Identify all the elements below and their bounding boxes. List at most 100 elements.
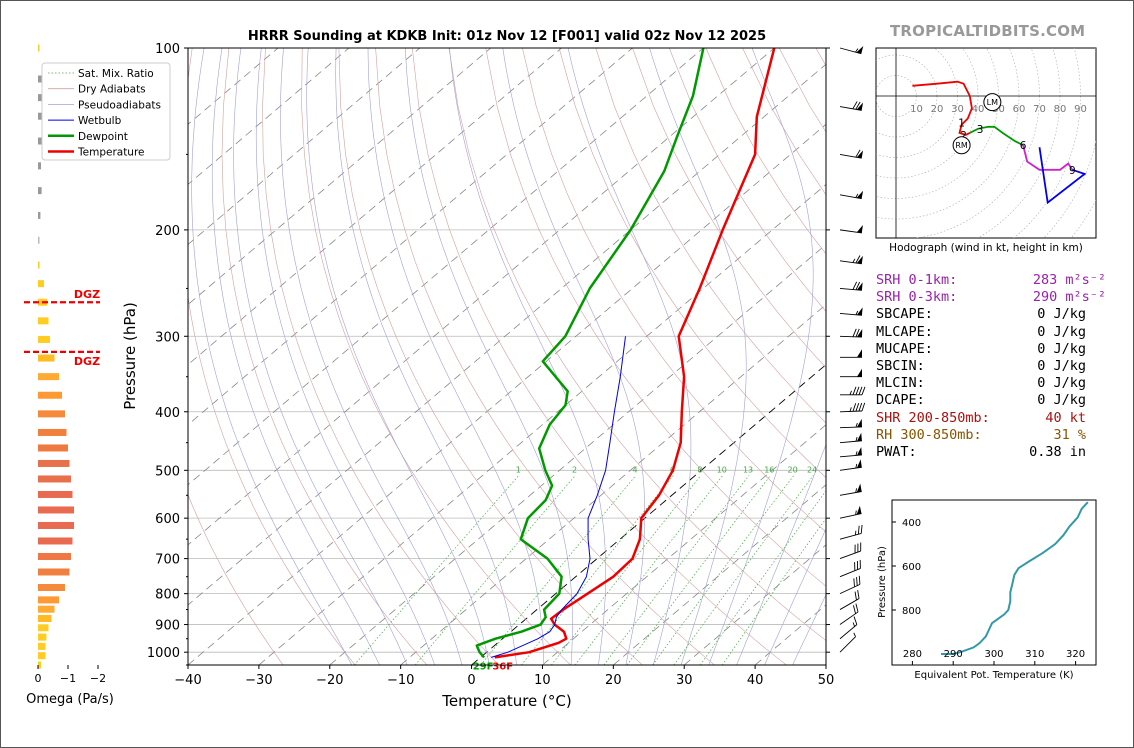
y-tick-label: 800	[155, 588, 180, 603]
theta-x-tick-label: 310	[1025, 649, 1044, 660]
mixing-ratio-line	[574, 475, 723, 665]
storm-motion-marker	[952, 136, 971, 155]
stat-label: MLCIN:	[876, 375, 925, 392]
omega-bar	[38, 537, 73, 545]
skewt-ylabel: Pressure (hPa)	[121, 302, 139, 410]
wind-barb	[839, 616, 858, 640]
omega-bar	[38, 236, 40, 244]
pseudoadiabat	[191, 48, 353, 665]
series-dewpoint-line	[475, 48, 705, 659]
skewt-plot-frame	[187, 47, 827, 666]
stat-label: MUCAPE:	[876, 340, 933, 357]
omega-tick-label: −1	[60, 672, 76, 685]
omega-bar	[38, 75, 42, 83]
pseudoadiabat	[335, 48, 517, 665]
y-tick-label: 600	[155, 512, 180, 527]
mixing-ratio-line	[414, 475, 576, 665]
stat-row: SRH 0-1km: 283 m²s⁻²	[876, 272, 1116, 289]
omega-bar	[38, 261, 40, 269]
stat-label: RH 300-850mb:	[876, 426, 982, 443]
omega-bar	[38, 552, 71, 560]
theta-x-tick-label: 290	[944, 649, 963, 660]
omega-bar	[38, 490, 73, 498]
y-tick-label: 700	[155, 553, 180, 568]
x-tick-label: 30	[676, 673, 693, 688]
stat-row: SHR 200-850mb: 40 kt	[876, 410, 1116, 427]
omega-bar	[38, 614, 52, 622]
y-tick-label: 100	[155, 42, 180, 57]
dry-adiabat	[221, 48, 428, 665]
stat-row: SBCIN: 0 J/kg	[876, 358, 1116, 375]
series-wetbulb-line	[491, 336, 626, 658]
wind-barb	[840, 368, 862, 378]
dry-adiabat	[632, 48, 826, 369]
omega-bar	[38, 661, 41, 669]
stats-panel: SRH 0-1km: 283 m²s⁻² SRH 0-3km: 290 m²s⁻² SB…	[876, 272, 1116, 461]
dry-adiabat	[301, 48, 571, 665]
storm-motion-marker	[983, 93, 1002, 112]
omega-bar	[38, 94, 44, 102]
theta-x-tick-label: 280	[903, 649, 922, 660]
pseudoadiabat	[405, 48, 573, 665]
x-tick-label: 10	[534, 673, 551, 688]
mixing-ratio-label: 24	[807, 466, 817, 475]
hodograph-segment	[912, 80, 973, 136]
dry-adiabat	[188, 48, 356, 665]
isotherm-line	[188, 123, 826, 665]
pseudoadiabat	[233, 48, 408, 665]
omega-bar	[38, 521, 74, 529]
y-tick-label: 500	[155, 464, 180, 479]
dry-adiabat	[522, 48, 826, 533]
mixing-ratio-label: 8	[697, 466, 702, 475]
hodograph-title: Hodograph (wind in kt, height in km)	[889, 242, 1083, 254]
theta-ylabel: Pressure (hPa)	[877, 546, 888, 618]
hodograph-ring-label: 30	[951, 104, 964, 115]
dry-adiabat	[338, 48, 643, 665]
mixing-ratio-line	[626, 475, 771, 665]
mixing-ratio-line	[521, 475, 674, 665]
stat-label: SRH 0-1km:	[876, 272, 958, 288]
isotherm-line	[258, 183, 826, 665]
x-tick-label: 0	[467, 673, 475, 688]
dry-adiabat	[262, 48, 500, 665]
hodograph-ring-label: 50	[992, 104, 1005, 115]
x-tick-label: 40	[747, 673, 764, 688]
wind-barb	[839, 307, 863, 316]
wind-barb	[839, 459, 862, 471]
stat-label: MLCAPE:	[876, 323, 933, 340]
stat-row: MUCAPE: 0 J/kg	[876, 341, 1116, 358]
stat-value: 0.38 in	[1029, 443, 1086, 460]
stat-value: 290 m²s⁻²	[1032, 289, 1106, 306]
omega-bar	[38, 187, 42, 195]
hodograph-ring-label: 10	[910, 104, 923, 115]
dry-adiabat	[485, 48, 826, 587]
pseudoadiabat	[764, 528, 826, 665]
omega-tick-label: 0	[35, 672, 42, 685]
dgz-label: DGZ	[74, 355, 100, 368]
mixing-ratio-line	[354, 475, 520, 665]
omega-bar	[38, 475, 71, 483]
wind-barb	[839, 632, 856, 653]
pseudoadiabat	[736, 443, 826, 665]
theta-xlabel: Equivalent Pot. Temperature (K)	[914, 670, 1073, 681]
isotherm-line	[683, 544, 826, 665]
stat-row: PWAT: 0.38 in	[876, 444, 1116, 461]
skewt-xlabel: Temperature (°C)	[441, 692, 571, 710]
wind-barb	[840, 386, 866, 396]
storm-motion-label: LM	[987, 98, 998, 107]
isotherm-line	[613, 484, 826, 665]
omega-bar	[38, 428, 67, 436]
x-tick-label: −40	[174, 673, 201, 688]
wind-barb	[839, 603, 859, 625]
mixing-ratio-label: 13	[743, 466, 753, 475]
stat-value: 0 J/kg	[1037, 375, 1086, 392]
hodograph-height-label: 1	[958, 118, 965, 130]
stat-row: MLCIN: 0 J/kg	[876, 375, 1116, 392]
dry-adiabat	[668, 48, 826, 312]
isotherm-line	[188, 48, 704, 486]
dgz-label: DGZ	[74, 288, 100, 301]
omega-tick-label: −2	[90, 672, 106, 685]
stat-value: 0 J/kg	[1037, 392, 1086, 409]
omega-bar	[38, 633, 47, 641]
